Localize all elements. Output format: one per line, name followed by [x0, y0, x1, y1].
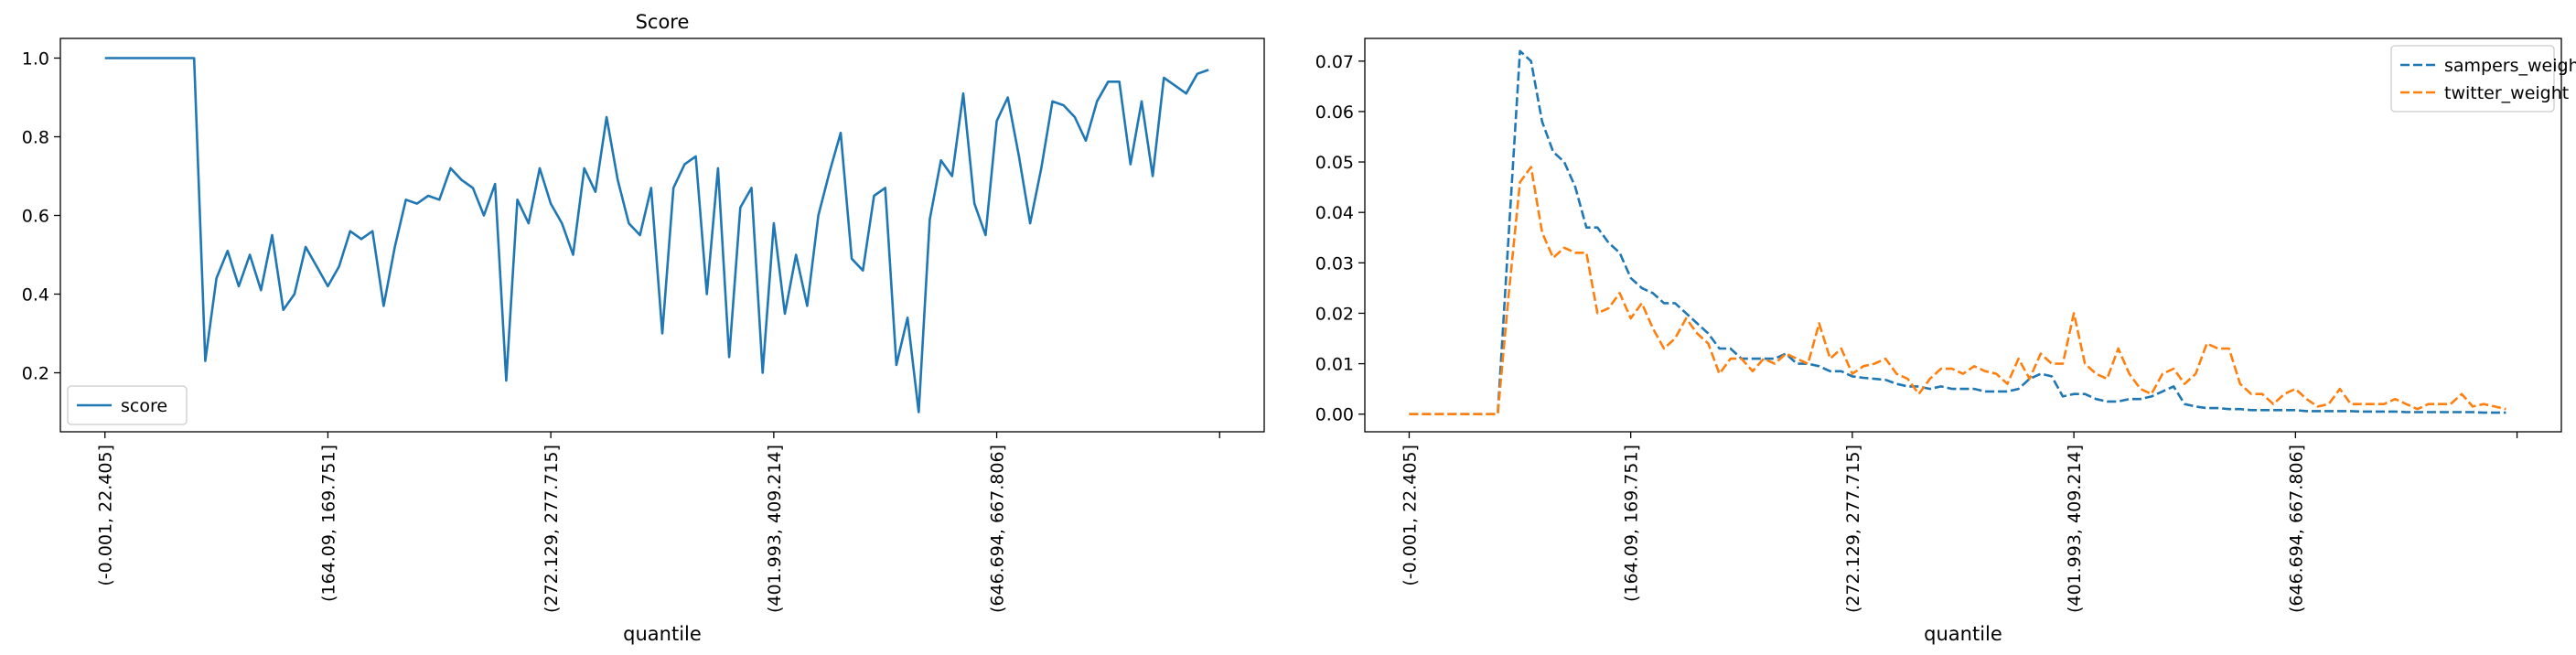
legend-label: sampers_weight: [2444, 56, 2576, 76]
series-line-score: [104, 57, 1209, 413]
x-tick-label: (164.09, 169.751]: [318, 445, 338, 602]
legend-box: [67, 385, 188, 425]
x-tick-label: (-0.001, 22.405]: [96, 445, 116, 586]
y-tick-label: 0.00: [1315, 405, 1354, 425]
chart-title: Score: [636, 11, 690, 33]
y-tick-label: 0.06: [1315, 102, 1354, 123]
y-tick-label: 1.0: [22, 49, 49, 70]
series-lines: [104, 57, 1209, 413]
x-axis: (-0.001, 22.405] (164.09, 169.751] (272.12…: [1400, 432, 2518, 613]
x-tick-label: (-0.001, 22.405]: [1400, 445, 1420, 586]
legend: score: [67, 385, 188, 425]
legend-label: score: [121, 396, 167, 416]
y-axis: 0.00 0.01 0.02 0.03 0.04 0.05 0.06 0.07: [1315, 52, 1365, 425]
plot-frame: [59, 38, 1265, 433]
series-lines: [1409, 49, 2506, 416]
series-line-twitter_weight: [1409, 166, 2506, 416]
legend: sampers_weight twitter_weight: [2390, 45, 2576, 113]
weight-chart: 0.00 0.01 0.02 0.03 0.04 0.05 0.06 0.07 (-0.001…: [1315, 38, 2576, 645]
score-chart: Score 0.2 0.4 0.6 0.8 1.0 (-0.001, 22.405] (1…: [22, 11, 1265, 645]
y-tick-label: 0.4: [22, 285, 49, 306]
x-tick-label: (646.694, 667.806]: [2286, 445, 2306, 613]
x-axis-label: quantile: [623, 623, 702, 645]
plot-frame: [1364, 38, 2562, 433]
legend-box: [2390, 45, 2555, 113]
y-tick-label: 0.01: [1315, 355, 1354, 375]
y-tick-label: 0.2: [22, 364, 49, 384]
x-tick-label: (164.09, 169.751]: [1622, 445, 1642, 602]
y-tick-label: 0.02: [1315, 304, 1354, 324]
y-axis: 0.2 0.4 0.6 0.8 1.0: [22, 49, 60, 384]
y-tick-label: 0.05: [1315, 153, 1354, 173]
x-tick-label: (401.993, 409.214]: [2065, 445, 2085, 613]
series-line-sampers_weight: [1409, 49, 2506, 416]
y-tick-label: 0.04: [1315, 203, 1354, 223]
legend-label: twitter_weight: [2444, 83, 2569, 103]
x-tick-label: (272.129, 277.715]: [542, 445, 562, 613]
x-axis-label: quantile: [1924, 623, 2002, 645]
y-tick-label: 0.6: [22, 207, 49, 227]
x-axis: (-0.001, 22.405] (164.09, 169.751] (272.12…: [96, 432, 1220, 613]
x-tick-label: (272.129, 277.715]: [1843, 445, 1863, 613]
x-tick-label: (401.993, 409.214]: [765, 445, 785, 613]
x-tick-label: (646.694, 667.806]: [988, 445, 1008, 613]
y-tick-label: 0.8: [22, 128, 49, 148]
y-tick-label: 0.03: [1315, 253, 1354, 274]
y-tick-label: 0.07: [1315, 52, 1354, 72]
